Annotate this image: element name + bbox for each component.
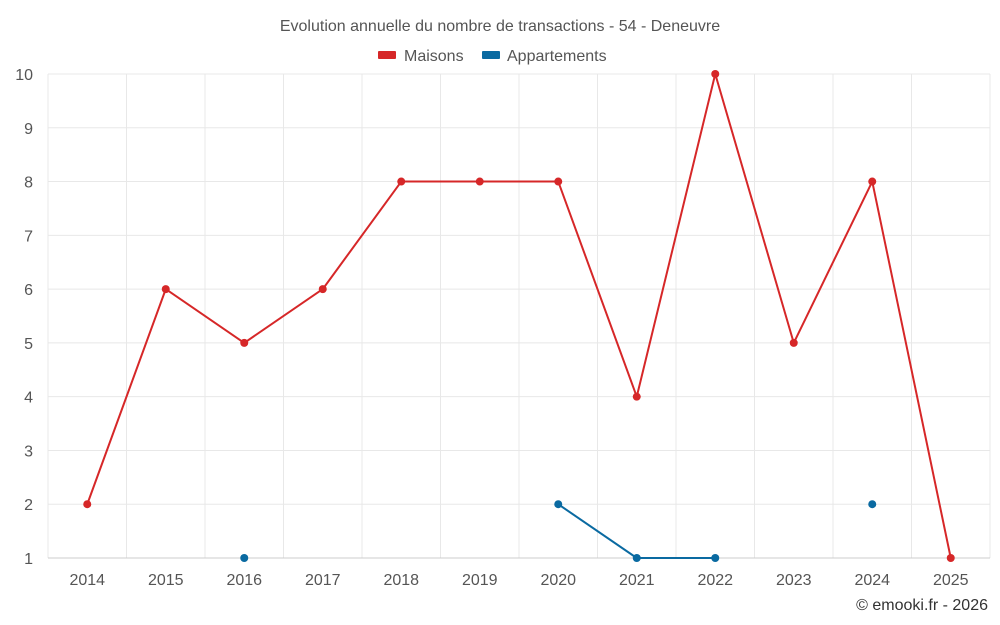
- x-tick-label: 2024: [854, 572, 890, 589]
- data-point-maisons-2021[interactable]: [632, 392, 641, 401]
- data-point-maisons-2016[interactable]: [240, 338, 249, 347]
- data-point-maisons-2019[interactable]: [475, 177, 484, 186]
- y-tick-label: 2: [24, 497, 33, 514]
- y-tick-label: 5: [24, 336, 33, 353]
- data-point-maisons-2022[interactable]: [711, 70, 720, 78]
- y-tick-label: 9: [24, 121, 33, 138]
- series-line-maisons: [86, 73, 952, 559]
- data-point-appartements-2022[interactable]: [711, 554, 720, 562]
- y-tick-label: 10: [15, 67, 33, 84]
- data-point-maisons-2024[interactable]: [868, 177, 877, 186]
- y-axis-ticks: 1 2 3 4 5 6 7 8 9 10: [15, 67, 33, 568]
- series-line-appartements: [557, 503, 716, 559]
- series-maisons: [83, 70, 955, 562]
- data-point-maisons-2015[interactable]: [161, 285, 170, 294]
- credit-text: © emooki.fr - 2026: [856, 597, 988, 614]
- data-point-maisons-2017[interactable]: [318, 285, 327, 294]
- x-tick-label: 2023: [776, 572, 812, 589]
- x-tick-label: 2017: [305, 572, 341, 589]
- y-tick-label: 6: [24, 282, 33, 299]
- series-appartements: [240, 500, 877, 562]
- x-axis-ticks: 2014 2015 2016 2017 2018 2019 2020 2021 2022 2023…: [69, 572, 968, 589]
- data-point-maisons-2018[interactable]: [397, 177, 406, 186]
- y-tick-label: 4: [24, 390, 33, 407]
- x-tick-label: 2014: [69, 572, 105, 589]
- chart-title: Evolution annuelle du nombre de transact…: [280, 18, 720, 35]
- x-tick-label: 2021: [619, 572, 655, 589]
- legend: Maisons Appartements: [378, 48, 607, 65]
- legend-label-appartements[interactable]: Appartements: [507, 48, 607, 65]
- x-tick-label: 2020: [540, 572, 576, 589]
- data-point-appartements-2021[interactable]: [632, 554, 641, 562]
- data-point-appartements-2016[interactable]: [240, 554, 249, 562]
- y-tick-label: 3: [24, 443, 33, 460]
- data-point-maisons-2014[interactable]: [83, 500, 92, 509]
- grid: [47, 73, 991, 559]
- legend-swatch-maisons[interactable]: [378, 51, 396, 59]
- x-tick-label: 2025: [933, 572, 969, 589]
- x-tick-label: 2015: [148, 572, 184, 589]
- x-tick-label: 2016: [226, 572, 262, 589]
- data-point-appartements-2020[interactable]: [554, 500, 563, 509]
- x-tick-label: 2018: [383, 572, 419, 589]
- legend-label-maisons[interactable]: Maisons: [404, 48, 464, 65]
- x-tick-label: 2019: [462, 572, 498, 589]
- y-tick-label: 1: [24, 551, 33, 568]
- y-tick-label: 7: [24, 228, 33, 245]
- series-layer: [83, 70, 955, 562]
- y-tick-label: 8: [24, 175, 33, 192]
- data-point-maisons-2023[interactable]: [789, 338, 798, 347]
- x-tick-label: 2022: [697, 572, 733, 589]
- data-point-appartements-2024[interactable]: [868, 500, 877, 509]
- data-point-maisons-2020[interactable]: [554, 177, 563, 186]
- data-point-maisons-2025[interactable]: [946, 554, 955, 562]
- legend-swatch-appartements[interactable]: [482, 51, 500, 59]
